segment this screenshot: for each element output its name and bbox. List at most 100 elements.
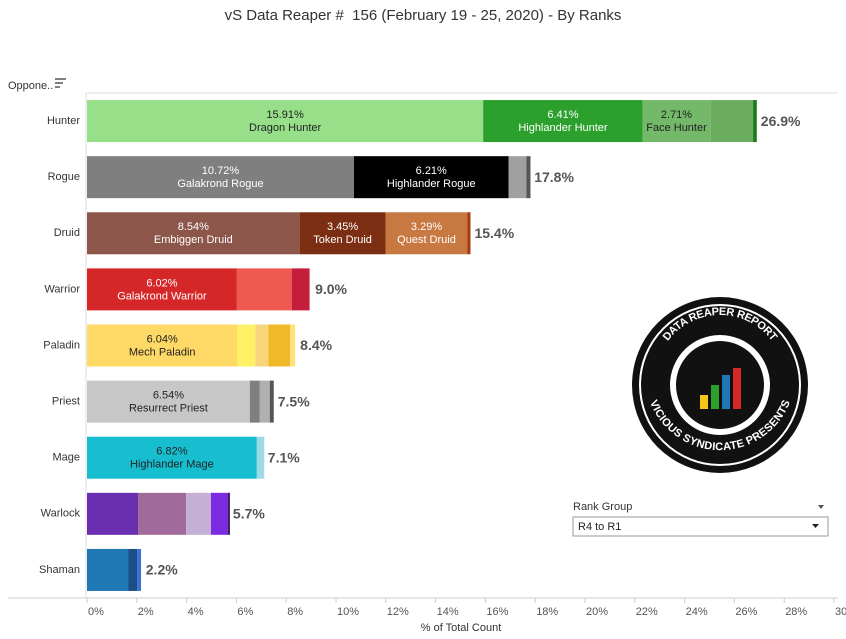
- x-tick-label: 22%: [636, 606, 658, 618]
- segment-value-label: 6.02%: [146, 277, 177, 289]
- segment-value-label: 3.45%: [327, 221, 358, 233]
- bar-segment: [137, 548, 142, 591]
- bar-segment: [508, 156, 527, 199]
- bar-segment: [87, 156, 354, 199]
- bar-segment: [353, 156, 509, 199]
- x-tick-label: 12%: [387, 606, 409, 618]
- bar-segment: [227, 492, 230, 535]
- filter-value: R4 to R1: [578, 521, 621, 533]
- category-label: Paladin: [43, 339, 80, 351]
- bar-segment: [259, 380, 270, 423]
- x-tick-label: 16%: [486, 606, 508, 618]
- segment-name-label: Embiggen Druid: [154, 234, 233, 246]
- bar-segment: [290, 324, 296, 367]
- filter-label: Rank Group: [573, 501, 632, 513]
- segment-value-label: 2.71%: [661, 109, 692, 121]
- segment-name-label: Quest Druid: [397, 234, 456, 246]
- bar-segment: [483, 100, 643, 143]
- bar-segment: [642, 100, 711, 143]
- sort-icon[interactable]: [55, 78, 66, 88]
- segment-value-label: 10.72%: [202, 165, 240, 177]
- category-label: Hunter: [47, 115, 80, 127]
- bar-segment: [138, 492, 187, 535]
- category-label: Rogue: [48, 171, 80, 183]
- bar-segment: [385, 212, 468, 255]
- logo: DATA REAPER REPORT VICIOUS SYNDICATE PRE…: [632, 297, 808, 473]
- bar-segment: [299, 212, 386, 255]
- y-axis-label: Oppone..: [8, 80, 53, 92]
- bar-segment: [255, 324, 269, 367]
- bar-segment: [186, 492, 212, 535]
- bar-segment: [87, 268, 237, 311]
- segment-name-label: Galakrond Rogue: [177, 178, 263, 190]
- category-label: Warlock: [41, 508, 81, 520]
- filter-menu-icon[interactable]: [818, 505, 824, 509]
- bar-segment: [256, 436, 265, 479]
- segment-name-label: Galakrond Warrior: [117, 290, 207, 302]
- bar-segment: [128, 548, 138, 591]
- bar-segment: [87, 212, 300, 255]
- total-label: 5.7%: [233, 506, 265, 522]
- bar-segment: [87, 548, 129, 591]
- bar-segment: [753, 100, 757, 143]
- bar-segment: [710, 100, 754, 143]
- x-tick-label: 24%: [686, 606, 708, 618]
- segment-value-label: 6.41%: [547, 109, 578, 121]
- x-tick-label: 28%: [785, 606, 807, 618]
- x-tick-label: 10%: [337, 606, 359, 618]
- x-tick-label: 18%: [536, 606, 558, 618]
- segment-value-label: 6.04%: [147, 333, 178, 345]
- x-tick-label: 26%: [735, 606, 757, 618]
- total-label: 2.2%: [146, 562, 178, 578]
- x-tick-label: 30%: [835, 606, 846, 618]
- bar-segment: [211, 492, 228, 535]
- category-label: Priest: [52, 396, 80, 408]
- x-tick-label: 14%: [437, 606, 459, 618]
- bar-segment: [268, 324, 291, 367]
- bar-segment: [269, 380, 274, 423]
- filter-dropdown[interactable]: [572, 516, 829, 537]
- total-label: 17.8%: [534, 169, 574, 185]
- bar-segment: [87, 380, 250, 423]
- segment-name-label: Token Druid: [313, 234, 372, 246]
- x-tick-label: 2%: [138, 606, 154, 618]
- total-label: 7.5%: [278, 393, 310, 409]
- bar-segment: [87, 436, 257, 479]
- total-label: 9.0%: [315, 281, 347, 297]
- segment-name-label: Highlander Mage: [130, 459, 214, 471]
- category-label: Mage: [52, 452, 80, 464]
- bar-segment: [237, 324, 256, 367]
- segment-value-label: 6.82%: [156, 446, 187, 458]
- category-label: Warrior: [44, 283, 80, 295]
- segment-name-label: Dragon Hunter: [249, 122, 321, 134]
- segment-name-label: Highlander Rogue: [387, 178, 476, 190]
- x-tick-label: 20%: [586, 606, 608, 618]
- category-label: Druid: [54, 227, 80, 239]
- bar-segment: [87, 492, 139, 535]
- bar-segment: [249, 380, 260, 423]
- x-tick-label: 0%: [88, 606, 104, 618]
- segment-value-label: 3.29%: [411, 221, 442, 233]
- total-label: 15.4%: [474, 225, 514, 241]
- total-label: 26.9%: [761, 113, 801, 129]
- bar-segment: [87, 324, 238, 367]
- bar-segment: [526, 156, 531, 199]
- bar-segment: [291, 268, 310, 311]
- x-tick-label: 6%: [237, 606, 253, 618]
- bar-segment: [467, 212, 471, 255]
- segment-name-label: Face Hunter: [646, 122, 707, 134]
- segment-value-label: 6.21%: [416, 165, 447, 177]
- bar-segment: [236, 268, 292, 311]
- segment-value-label: 15.91%: [266, 109, 304, 121]
- category-label: Shaman: [39, 564, 80, 576]
- total-label: 8.4%: [300, 337, 332, 353]
- x-tick-label: 4%: [188, 606, 204, 618]
- segment-name-label: Mech Paladin: [129, 346, 196, 358]
- total-label: 7.1%: [268, 449, 300, 465]
- bar-segment: [87, 100, 484, 143]
- dropdown-arrow[interactable]: [812, 524, 819, 528]
- segment-value-label: 8.54%: [178, 221, 209, 233]
- segment-name-label: Resurrect Priest: [129, 403, 208, 415]
- x-axis-title: % of Total Count: [421, 622, 502, 634]
